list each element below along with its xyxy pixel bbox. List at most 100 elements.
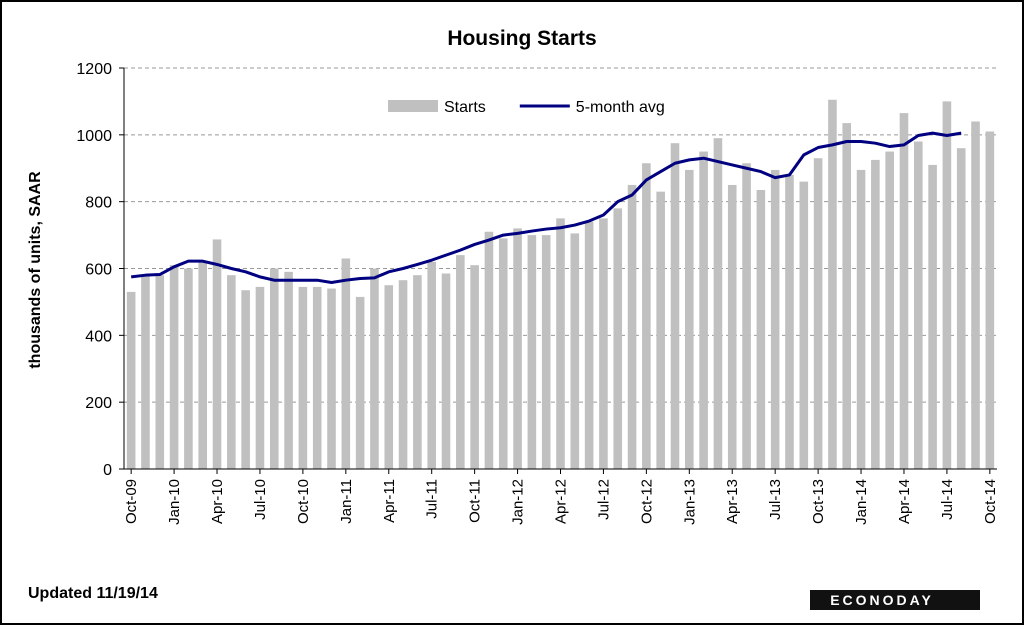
bar: [413, 275, 422, 469]
bar: [327, 288, 336, 469]
bar: [541, 235, 551, 469]
bar: [928, 164, 937, 470]
footnote: Updated 11/19/14: [28, 585, 158, 602]
bar: [642, 163, 651, 470]
x-tick-label: Oct-12: [638, 479, 655, 524]
x-tick-label: Jan-10: [166, 479, 183, 525]
x-tick-label: Jul-14: [939, 479, 956, 520]
x-tick-label: Jul-10: [252, 479, 269, 520]
bar: [885, 151, 894, 469]
x-tick-label: Jul-13: [767, 479, 784, 520]
bar: [856, 169, 866, 469]
x-tick-label: Jul-11: [424, 479, 441, 519]
bar: [241, 290, 250, 469]
bar: [298, 286, 308, 469]
bar: [685, 169, 694, 469]
bar: [227, 275, 236, 469]
bar: [470, 265, 479, 469]
bar: [842, 123, 852, 469]
y-axis-label: thousands of units, SAAR: [27, 171, 44, 369]
bar: [556, 218, 565, 469]
bar: [727, 184, 737, 470]
y-tick-label: 200: [85, 395, 112, 412]
y-tick-label: 0: [103, 462, 112, 479]
bar: [184, 268, 193, 469]
bar: [398, 280, 408, 469]
y-tick-label: 600: [85, 262, 112, 279]
bar: [269, 268, 279, 469]
bar: [498, 238, 508, 469]
bar: [427, 261, 436, 469]
bar: [627, 184, 637, 470]
bar: [212, 239, 222, 469]
logo: ECONODAY: [830, 592, 934, 608]
bar: [456, 255, 465, 469]
line: [130, 131, 962, 285]
y-tick-label: 800: [85, 195, 112, 212]
logo-box: [810, 590, 980, 610]
x-tick-label: Jan-12: [510, 479, 527, 525]
x-tick-label: Apr-13: [724, 479, 741, 524]
legend-swatch: [388, 100, 438, 112]
bar: [284, 271, 293, 469]
x-tick-label: Oct-13: [810, 479, 827, 524]
bar: [613, 208, 623, 469]
bar: [942, 101, 952, 470]
bar: [813, 158, 823, 469]
x-tick-label: Jul-12: [595, 479, 612, 520]
x-tick-label: Oct-09: [123, 479, 140, 524]
bar: [155, 275, 165, 469]
chart-title: Housing Starts: [447, 27, 596, 50]
bar: [699, 151, 708, 469]
x-tick-label: Jan-11: [338, 479, 355, 524]
bar: [670, 143, 680, 469]
bar: [956, 148, 966, 469]
y-tick-label: 400: [85, 328, 112, 345]
bar: [770, 169, 780, 469]
bar: [169, 265, 179, 469]
x-tick-label: Oct-14: [982, 479, 999, 524]
bar: [141, 275, 150, 469]
bar: [384, 285, 394, 469]
bar: [341, 258, 351, 469]
bar: [899, 113, 909, 470]
bar: [312, 286, 322, 469]
bar: [527, 235, 537, 469]
x-tick-label: Apr-12: [553, 479, 570, 524]
x-tick-label: Oct-11: [467, 479, 484, 523]
bar: [599, 218, 608, 469]
y-tick-label: 1000: [76, 128, 112, 145]
bar: [198, 261, 208, 469]
bar: [756, 189, 766, 470]
x-tick-label: Jan-13: [681, 479, 698, 525]
bar: [985, 131, 995, 469]
bar: [742, 163, 751, 470]
bar: [484, 231, 494, 469]
bar: [828, 99, 837, 469]
x-tick-label: Jan-14: [853, 479, 870, 525]
legend-label: Starts: [444, 99, 486, 116]
bar: [871, 159, 880, 470]
x-tick-label: Oct-10: [295, 479, 312, 524]
bar: [584, 221, 594, 469]
bar: [255, 286, 265, 469]
bar: [570, 233, 580, 469]
x-tick-label: Apr-10: [209, 479, 226, 524]
y-tick-label: 1200: [76, 61, 112, 78]
bar: [126, 291, 136, 469]
bar: [355, 296, 365, 469]
bar: [971, 121, 980, 469]
legend-label: 5-month avg: [576, 99, 665, 116]
bar: [441, 273, 451, 469]
bar: [513, 228, 522, 469]
bar: [656, 191, 665, 469]
bar: [799, 181, 809, 469]
x-tick-label: Apr-11: [381, 479, 398, 523]
bar: [785, 174, 794, 469]
bar: [713, 138, 723, 470]
bar: [370, 268, 379, 469]
x-tick-label: Apr-14: [896, 479, 913, 524]
bar: [913, 141, 923, 469]
